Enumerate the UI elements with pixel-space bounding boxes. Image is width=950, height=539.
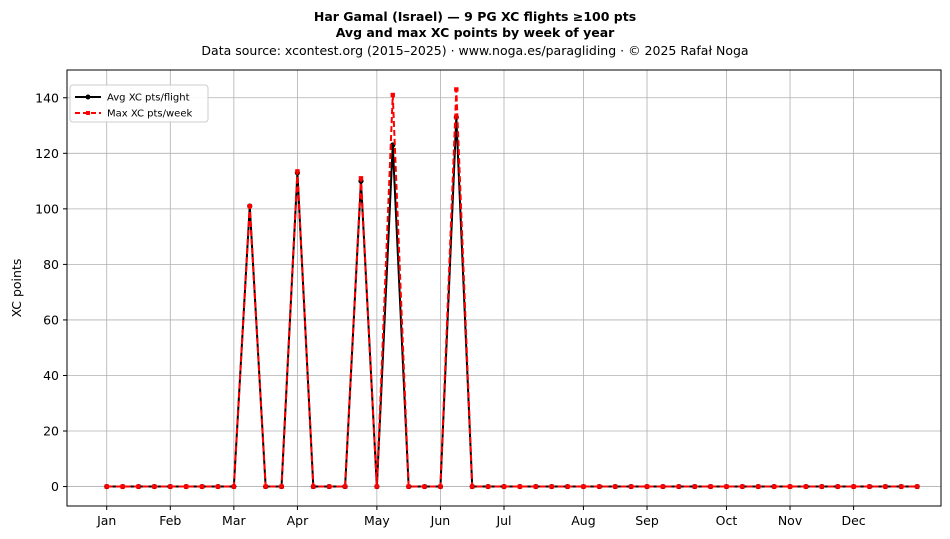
x-tick-label: Jan [96,513,116,528]
max-series-point [485,484,491,489]
y-tick-label: 20 [43,424,59,439]
legend-label-max: Max XC pts/week [107,109,192,120]
x-tick-label: Aug [571,513,595,528]
y-tick-label: 120 [35,146,59,161]
max-series-point [867,484,872,489]
max-series-point [279,484,284,489]
x-tick-label: Dec [841,513,865,528]
max-series-point [517,484,523,489]
max-series-point [549,484,554,489]
max-series-line [106,88,918,488]
max-series-point [470,484,475,489]
max-series-point [199,484,205,489]
max-series-point [613,484,618,489]
max-series-point [168,484,173,489]
max-series-point [756,484,761,489]
max-series-point [628,484,634,489]
max-series-point [311,484,316,489]
y-tick-label: 40 [43,368,59,383]
max-series-point [501,484,507,489]
y-axis: 0 20 40 60 80 100 120 140 [35,90,67,494]
max-series-point [136,484,141,489]
max-series-point [263,484,268,489]
max-series-point [358,176,364,181]
max-series-point [374,484,380,489]
max-series-point [803,484,809,489]
max-series-point [295,169,300,174]
x-tick-label: Sep [635,513,659,528]
max-series-point [438,484,443,489]
max-series-point [104,484,109,489]
max-series-point [740,484,745,489]
x-tick-label: Oct [716,513,738,528]
avg-series-line [106,116,918,488]
max-series-point [835,484,840,489]
series-layer [104,87,920,490]
x-tick-label: Feb [159,513,181,528]
x-tick-label: Jun [430,513,451,528]
max-series-point [454,87,459,92]
max-series-point [692,484,697,489]
x-tick-label: May [364,513,390,528]
y-tick-label: 140 [35,90,59,105]
max-series-point [851,484,856,489]
max-series-point [676,484,681,489]
max-series-point [914,484,920,489]
legend-label-avg: Avg XC pts/flight [107,93,190,104]
x-tick-label: Mar [222,513,246,528]
max-series-point [247,203,252,209]
x-axis: Jan Feb Mar Apr May Jun Jul Aug Sep Oct Nov Dec [96,506,866,528]
max-series-point [390,92,395,98]
y-tick-label: 80 [43,257,59,272]
max-series-point [819,484,825,489]
y-tick-label: 0 [51,479,59,494]
max-series-point [231,484,237,489]
chart-source-line: Data source: xcontest.org (2015–2025) · … [201,43,748,58]
max-series-point [899,484,904,489]
max-series-point [406,484,411,489]
max-series-point [644,484,650,489]
max-series-point [422,484,427,489]
y-tick-label: 100 [35,201,59,216]
legend-box [69,84,209,123]
legend-marker-avg [85,94,91,100]
max-series-point [771,484,777,489]
chart-subtitle: Avg and max XC points by week of year [336,25,615,40]
y-axis-label: XC points [9,259,24,318]
max-series-point [883,484,888,489]
legend-marker-max [86,111,90,115]
max-series-point [152,484,157,489]
x-tick-label: Apr [287,513,309,528]
x-tick-label: Nov [778,513,803,528]
max-series-point [581,484,586,489]
max-series-point [660,484,666,489]
max-series-point [787,484,793,489]
max-series-point [533,484,538,489]
max-series-point [565,484,570,489]
max-series-point [327,484,332,489]
x-tick-label: Jul [495,513,511,528]
max-series-point [724,484,729,489]
grid [67,70,941,506]
max-series-point [342,484,348,489]
max-series-point [120,484,125,489]
max-series-point [183,484,189,489]
max-series-point [597,484,602,489]
max-series-point [708,484,713,489]
y-tick-label: 60 [43,312,59,327]
max-series-point [215,484,221,489]
chart-title: Har Gamal (Israel) — 9 PG XC flights ≥10… [314,9,636,24]
legend: Avg XC pts/flight Max XC pts/week [69,84,209,123]
